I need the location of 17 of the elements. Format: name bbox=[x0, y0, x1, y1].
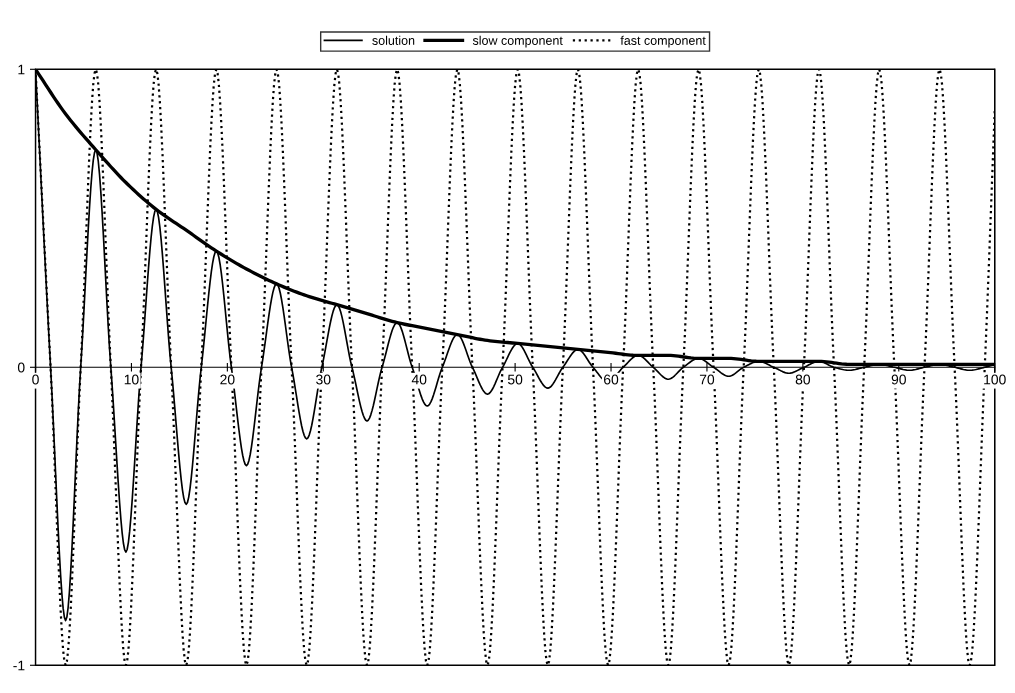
x-tick-label: 80 bbox=[795, 374, 811, 385]
x-tick-label: 70 bbox=[699, 374, 715, 385]
legend-label: solution bbox=[372, 35, 415, 45]
legend-label: slow component bbox=[472, 35, 563, 48]
x-tick-label: 100 bbox=[984, 374, 1006, 385]
x-tick-label: 30 bbox=[316, 374, 331, 385]
x-tick-label: 20 bbox=[220, 374, 235, 385]
x-tick-label: 50 bbox=[507, 374, 523, 385]
x-tick-label: 10 bbox=[124, 374, 139, 385]
x-tick-label: 40 bbox=[411, 374, 427, 385]
x-tick-label: 0 bbox=[32, 374, 39, 385]
x-tick-label: 90 bbox=[891, 374, 906, 385]
y-tick-label: -1 bbox=[13, 660, 25, 671]
legend-label: fast component bbox=[620, 35, 706, 48]
x-tick-label: 60 bbox=[604, 374, 619, 385]
y-tick-label: 0 bbox=[17, 362, 25, 373]
y-tick-label: 1 bbox=[18, 64, 25, 75]
